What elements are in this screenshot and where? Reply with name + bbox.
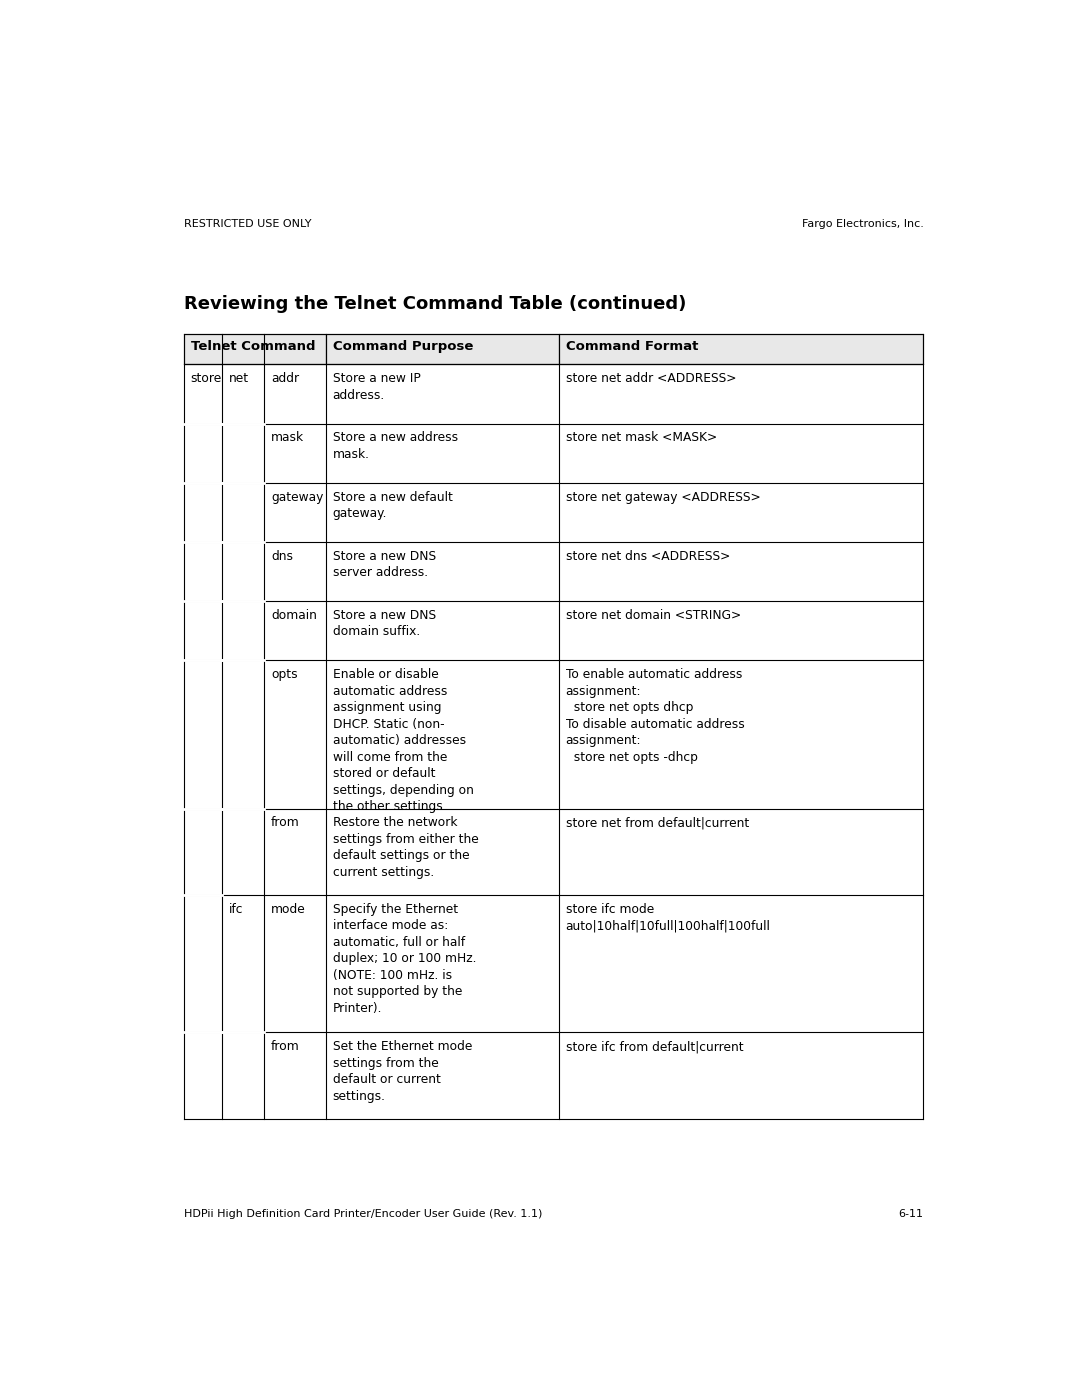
Text: store net from default|current: store net from default|current [566, 816, 748, 830]
Text: Command Purpose: Command Purpose [334, 339, 474, 353]
Text: store net mask <MASK>: store net mask <MASK> [566, 432, 717, 444]
Text: Reviewing the Telnet Command Table (continued): Reviewing the Telnet Command Table (cont… [184, 295, 686, 313]
Text: Enable or disable
automatic address
assignment using
DHCP. Static (non-
automati: Enable or disable automatic address assi… [333, 668, 473, 813]
Text: Store a new IP
address.: Store a new IP address. [333, 372, 420, 402]
Text: ifc: ifc [229, 902, 243, 915]
Text: gateway: gateway [271, 490, 324, 503]
Text: Specify the Ethernet
interface mode as:
automatic, full or half
duplex; 10 or 10: Specify the Ethernet interface mode as: … [333, 902, 476, 1014]
Text: Fargo Electronics, Inc.: Fargo Electronics, Inc. [801, 219, 923, 229]
Bar [325, 334, 558, 365]
Text: To enable automatic address
assignment:
  store net opts dhcp
To disable automat: To enable automatic address assignment: … [566, 668, 744, 764]
Text: Store a new DNS
server address.: Store a new DNS server address. [333, 549, 435, 580]
Text: Store a new default
gateway.: Store a new default gateway. [333, 490, 453, 520]
Bar [184, 334, 325, 365]
Text: store net domain <STRING>: store net domain <STRING> [566, 609, 741, 622]
Text: RESTRICTED USE ONLY: RESTRICTED USE ONLY [184, 219, 311, 229]
Bar [558, 334, 923, 365]
Text: 6-11: 6-11 [899, 1208, 923, 1220]
Text: store ifc from default|current: store ifc from default|current [566, 1041, 743, 1053]
Text: addr: addr [271, 372, 299, 386]
Text: store ifc mode
auto|10half|10full|100half|100full: store ifc mode auto|10half|10full|100hal… [566, 902, 770, 932]
Text: mask: mask [271, 432, 305, 444]
Text: net: net [229, 372, 249, 386]
Text: store net gateway <ADDRESS>: store net gateway <ADDRESS> [566, 490, 760, 503]
Text: Telnet Command: Telnet Command [191, 339, 315, 353]
Text: store net addr <ADDRESS>: store net addr <ADDRESS> [566, 372, 737, 386]
Text: Restore the network
settings from either the
default settings or the
current set: Restore the network settings from either… [333, 816, 478, 879]
Text: store: store [190, 372, 221, 386]
Text: Store a new address
mask.: Store a new address mask. [333, 432, 458, 461]
Text: HDPii High Definition Card Printer/Encoder User Guide (Rev. 1.1): HDPii High Definition Card Printer/Encod… [184, 1208, 542, 1220]
Text: Set the Ethernet mode
settings from the
default or current
settings.: Set the Ethernet mode settings from the … [333, 1041, 472, 1102]
Text: from: from [271, 816, 300, 830]
Text: from: from [271, 1041, 300, 1053]
Text: Store a new DNS
domain suffix.: Store a new DNS domain suffix. [333, 609, 435, 638]
Text: domain: domain [271, 609, 318, 622]
Text: mode: mode [271, 902, 306, 915]
Text: store net dns <ADDRESS>: store net dns <ADDRESS> [566, 549, 730, 563]
Text: dns: dns [271, 549, 293, 563]
Text: opts: opts [271, 668, 298, 680]
Text: Command Format: Command Format [566, 339, 699, 353]
